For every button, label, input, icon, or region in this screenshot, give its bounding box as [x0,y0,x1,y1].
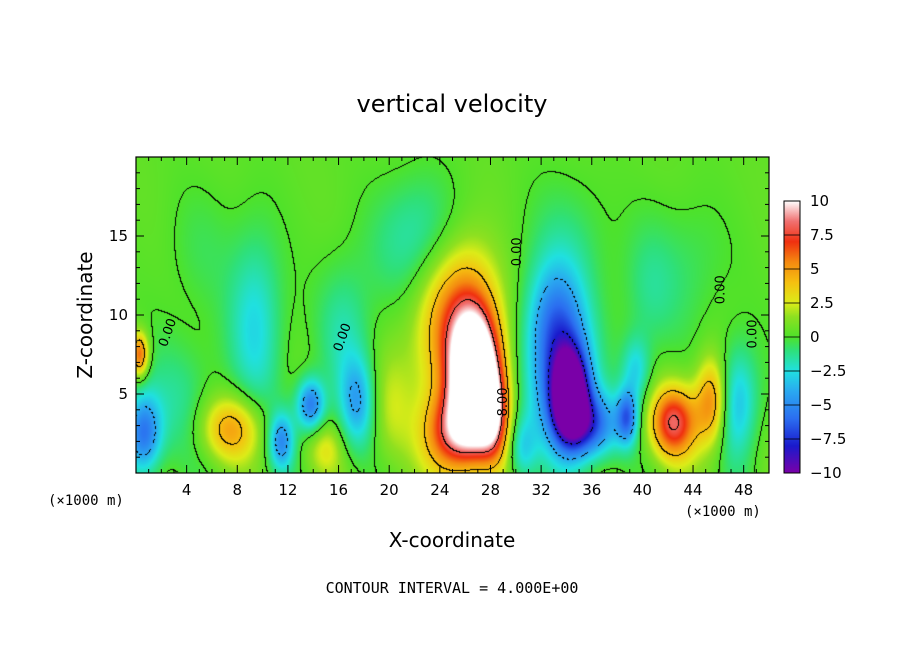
y-tick-label: 15 [109,227,128,245]
colorbar-tick-label: −10 [810,464,842,482]
x-tick-label: 48 [734,481,753,499]
x-tick-label: 16 [329,481,348,499]
colorbar-tick-label: −5 [810,396,832,414]
y-axis: 5 10 15 [109,172,769,458]
x-tick-label: 4 [182,481,192,499]
x-tick-label: 36 [582,481,601,499]
y-tick-label: 10 [109,306,128,324]
x-tick-label: 32 [532,481,551,499]
x-tick-label: 20 [380,481,399,499]
colorbar-tick-label: 7.5 [810,226,834,244]
contour-interval-text: CONTOUR INTERVAL = 4.000E+00 [326,579,579,597]
plot-area [136,157,769,473]
x-tick-label: 12 [278,481,297,499]
x-tick-label: 40 [633,481,652,499]
x-tick-label: 28 [481,481,500,499]
x-unit-label-right: (×1000 m) [685,504,761,520]
chart-title: vertical velocity [357,90,548,118]
x-unit-label-left: (×1000 m) [48,493,124,509]
y-axis-label: Z-coordinate [73,251,97,378]
colorbar-tick-label: −2.5 [810,362,846,380]
contour-label: 0.00 [510,237,525,266]
colorbar-ticks: 10 7.5 5 2.5 0 −2.5 −5 −7.5 −10 [784,192,846,482]
contour-label: 0.00 [745,319,760,348]
contour-label: 0.00 [714,275,729,304]
x-tick-label: 8 [233,481,243,499]
colorbar-tick-label: 0 [810,328,820,346]
x-axis-label: X-coordinate [389,528,516,552]
colorbar-tick-label: 10 [810,192,829,210]
colorbar-tick-label: 5 [810,260,820,278]
x-axis: 4 8 12 16 20 24 28 32 36 40 44 48 [148,157,770,499]
contour-label: 8.00 [496,387,511,416]
colorbar-tick-label: −7.5 [810,430,846,448]
y-tick-label: 5 [118,385,128,403]
colorbar-tick-label: 2.5 [810,294,834,312]
x-tick-label: 24 [430,481,449,499]
x-tick-label: 44 [683,481,702,499]
